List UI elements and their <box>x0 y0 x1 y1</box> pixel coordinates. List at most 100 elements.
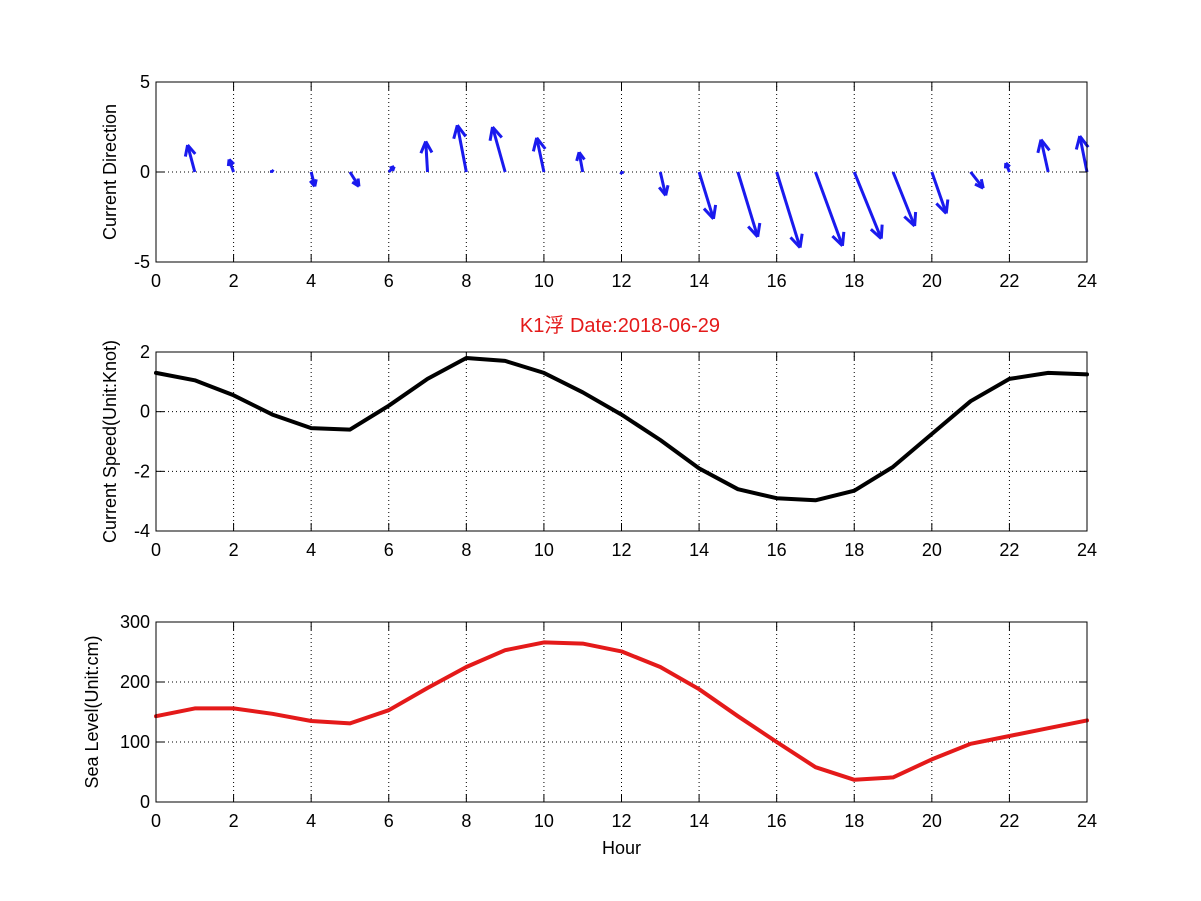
x-tick-label: 24 <box>1077 271 1097 291</box>
arrow-head <box>228 158 235 166</box>
x-tick-label: 4 <box>306 811 316 831</box>
direction-arrow <box>814 171 846 247</box>
arrow-head <box>789 236 802 249</box>
y-tick-label: 200 <box>120 672 150 692</box>
x-axis-label: Hour <box>602 838 641 858</box>
arrow-head <box>903 215 916 228</box>
direction-arrow <box>419 140 434 173</box>
x-tick-label: 10 <box>534 811 554 831</box>
x-tick-label: 22 <box>999 540 1019 560</box>
arrow-shaft <box>697 171 715 220</box>
arrow-head <box>1004 161 1011 168</box>
arrow-head <box>935 202 948 215</box>
sea-level-line <box>154 640 1089 782</box>
direction-arrow <box>531 136 547 173</box>
arrow-shaft <box>455 124 468 173</box>
direction-arrow <box>619 170 624 175</box>
figure-title: K1浮 Date:2018-06-29 <box>520 314 720 337</box>
x-tick-label: 14 <box>689 811 709 831</box>
arrow-head <box>619 170 624 175</box>
x-tick-label: 0 <box>151 811 161 831</box>
arrow-head <box>702 207 715 220</box>
y-tick-label: -2 <box>134 461 150 481</box>
arrow-head <box>840 231 846 246</box>
arrow-head <box>1039 138 1051 152</box>
x-tick-label: 0 <box>151 271 161 291</box>
arrow-head <box>974 182 984 190</box>
x-tick-label: 8 <box>461 540 471 560</box>
y-tick-label: 2 <box>140 342 150 362</box>
arrow-shaft <box>658 171 668 196</box>
direction-arrow <box>387 165 396 174</box>
x-tick-label: 6 <box>384 540 394 560</box>
y-axis-label: Current Direction <box>100 104 120 240</box>
arrow-head <box>456 124 467 138</box>
arrow-head <box>491 126 503 139</box>
direction-arrow <box>775 171 804 249</box>
direction-arrow <box>309 171 318 188</box>
x-tick-label: 10 <box>534 271 554 291</box>
arrow-head <box>869 228 883 240</box>
arrow-head <box>913 211 918 227</box>
arrow-shaft <box>775 171 802 249</box>
y-tick-label: -5 <box>134 252 150 272</box>
direction-arrow <box>226 158 235 173</box>
y-tick-label: 0 <box>140 402 150 422</box>
x-tick-label: 2 <box>229 540 239 560</box>
x-tick-label: 8 <box>461 811 471 831</box>
x-tick-label: 20 <box>922 271 942 291</box>
y-axis-label: Current Speed(Unit:Knot) <box>100 340 120 543</box>
direction-arrow <box>488 126 507 173</box>
x-tick-label: 4 <box>306 540 316 560</box>
arrow-head <box>831 234 844 247</box>
direction-arrow <box>1074 135 1090 173</box>
x-tick-label: 24 <box>1077 811 1097 831</box>
arrow-head <box>879 224 884 239</box>
arrow-head <box>351 180 360 188</box>
direction-arrow <box>269 169 275 174</box>
y-tick-label: 0 <box>140 162 150 182</box>
x-tick-label: 16 <box>767 811 787 831</box>
direction-arrow <box>1036 138 1051 173</box>
arrow-head <box>531 137 539 152</box>
x-tick-label: 16 <box>767 540 787 560</box>
x-tick-label: 2 <box>229 271 239 291</box>
x-tick-label: 22 <box>999 271 1019 291</box>
arrow-head <box>452 124 459 140</box>
arrow-head <box>747 225 759 238</box>
x-tick-label: 12 <box>611 540 631 560</box>
x-tick-label: 8 <box>461 271 471 291</box>
direction-arrow <box>736 171 762 238</box>
x-tick-label: 10 <box>534 540 554 560</box>
direction-arrow <box>348 171 361 188</box>
arrow-head <box>658 186 667 197</box>
direction-arrow <box>969 171 985 190</box>
x-tick-label: 4 <box>306 271 316 291</box>
direction-arrow <box>658 171 670 197</box>
arrow-head <box>309 179 316 188</box>
direction-arrow <box>697 171 718 220</box>
x-tick-label: 12 <box>611 271 631 291</box>
direction-arrow <box>1003 161 1011 173</box>
y-tick-label: 100 <box>120 732 150 752</box>
x-tick-label: 18 <box>844 271 864 291</box>
arrow-head <box>419 140 428 154</box>
direction-arrow <box>891 171 918 228</box>
arrow-shaft <box>535 137 546 173</box>
y-tick-label: 0 <box>140 792 150 812</box>
y-axis-label: Sea Level(Unit:cm) <box>82 635 102 788</box>
current-speed-line <box>154 356 1089 503</box>
arrow-head <box>186 144 197 155</box>
arrow-head <box>577 151 586 161</box>
arrow-head <box>712 204 718 220</box>
arrow-shaft <box>814 171 844 247</box>
arrow-head <box>488 126 495 142</box>
x-tick-label: 24 <box>1077 540 1097 560</box>
x-tick-label: 6 <box>384 811 394 831</box>
arrow-head <box>1036 139 1043 154</box>
direction-arrow <box>183 144 197 173</box>
